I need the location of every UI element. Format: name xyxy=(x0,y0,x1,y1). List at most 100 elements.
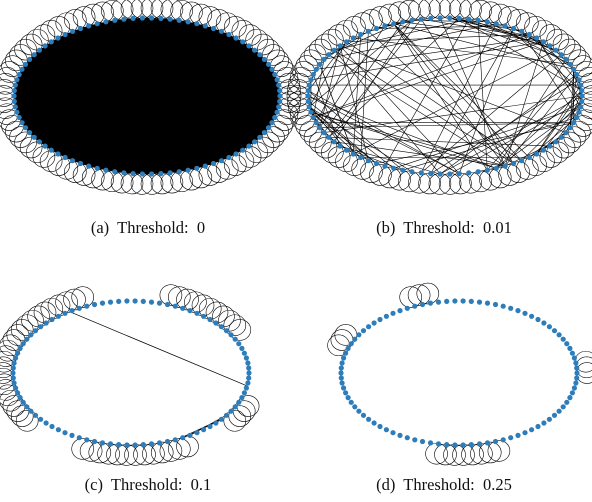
graph-node xyxy=(210,160,217,167)
graph-node xyxy=(578,104,584,110)
self-loop xyxy=(176,435,199,458)
graph-edge xyxy=(440,95,583,175)
graph-node xyxy=(390,310,396,316)
self-loop xyxy=(270,115,293,137)
self-loop xyxy=(10,405,34,427)
graph-node xyxy=(245,380,251,386)
graph-node xyxy=(313,120,319,126)
graph-node xyxy=(484,167,490,173)
self-loop xyxy=(469,170,492,193)
graph-node xyxy=(194,310,200,316)
graph-edge xyxy=(459,18,556,51)
self-loop xyxy=(408,0,431,21)
graph-node xyxy=(272,114,278,121)
self-loop xyxy=(140,173,164,195)
graph-node xyxy=(321,56,327,63)
graph-a-edges xyxy=(14,18,280,174)
graph-node xyxy=(569,390,575,396)
graph-node xyxy=(428,171,434,177)
panel-d-graph xyxy=(296,255,592,466)
graph-node xyxy=(564,399,570,405)
graph-node xyxy=(76,435,82,441)
graph-node xyxy=(358,154,364,161)
graph-node xyxy=(164,301,171,308)
graph-node xyxy=(148,299,155,305)
graph-node xyxy=(500,303,506,309)
graph-node xyxy=(574,370,580,376)
graph-edge xyxy=(529,117,577,158)
panel-b-graph xyxy=(286,0,592,200)
graph-node xyxy=(22,61,29,67)
caption-a: (a) Threshold: 0 xyxy=(90,218,206,237)
graph-edge xyxy=(339,45,460,174)
graph-node xyxy=(358,31,364,38)
graph-node xyxy=(306,82,312,88)
graph-node xyxy=(350,35,356,41)
self-loop xyxy=(270,55,293,77)
graph-node xyxy=(400,167,406,173)
graph-edge xyxy=(309,106,377,164)
graph-node xyxy=(32,328,39,334)
graph-node xyxy=(277,98,283,104)
graph-node xyxy=(510,160,517,167)
graph-node xyxy=(107,299,114,305)
self-loop xyxy=(223,410,247,432)
self-loop xyxy=(273,109,296,131)
graph-node xyxy=(77,25,84,32)
self-loop xyxy=(251,136,275,159)
graph-b-edges xyxy=(307,17,583,175)
graph-node xyxy=(19,66,25,72)
graph-node xyxy=(38,324,44,330)
graph-edge xyxy=(439,17,506,167)
self-loop xyxy=(498,164,521,186)
graph-node xyxy=(13,355,19,361)
graph-edge xyxy=(521,31,574,70)
graph-node xyxy=(243,385,249,391)
graph-node xyxy=(435,299,442,305)
graph-node xyxy=(232,336,238,342)
graph-edge xyxy=(319,25,386,128)
graph-node xyxy=(567,61,573,67)
graph-node xyxy=(228,332,234,338)
graph-edge xyxy=(487,69,574,171)
graph-node xyxy=(547,43,553,49)
self-loop xyxy=(295,55,319,77)
graph-node xyxy=(28,408,34,414)
graph-node xyxy=(466,16,472,22)
self-loop xyxy=(257,38,280,61)
graph-c-svg xyxy=(0,284,260,466)
self-loop xyxy=(0,61,21,83)
graph-node xyxy=(419,438,426,445)
graph-node xyxy=(202,163,208,169)
graph-edge xyxy=(308,90,310,107)
graph-node xyxy=(576,77,582,83)
self-loop xyxy=(115,444,138,466)
graph-node xyxy=(24,336,30,342)
graph-edge xyxy=(430,28,514,174)
graph-node xyxy=(564,341,570,347)
graph-node xyxy=(261,56,267,63)
self-loop xyxy=(360,161,383,183)
graph-node xyxy=(339,380,345,386)
graph-node xyxy=(274,77,280,83)
graph-node xyxy=(522,310,528,316)
graph-b-nodes xyxy=(305,15,585,177)
graph-node xyxy=(140,298,146,304)
graph-node xyxy=(563,56,569,63)
graph-node xyxy=(274,109,280,115)
graph-edge xyxy=(308,101,394,169)
graph-node xyxy=(468,442,474,448)
graph-node xyxy=(377,423,383,430)
self-loop xyxy=(15,314,39,336)
graph-node xyxy=(579,93,585,99)
graph-node xyxy=(257,134,263,140)
graph-edge xyxy=(384,19,470,167)
graph-node xyxy=(158,171,164,177)
graph-node xyxy=(373,25,380,32)
graph-edge xyxy=(393,23,530,158)
graph-edge xyxy=(565,90,582,133)
self-loop xyxy=(575,109,592,131)
graph-node xyxy=(28,332,34,338)
graph-node xyxy=(366,324,372,330)
graph-edge xyxy=(411,20,488,23)
